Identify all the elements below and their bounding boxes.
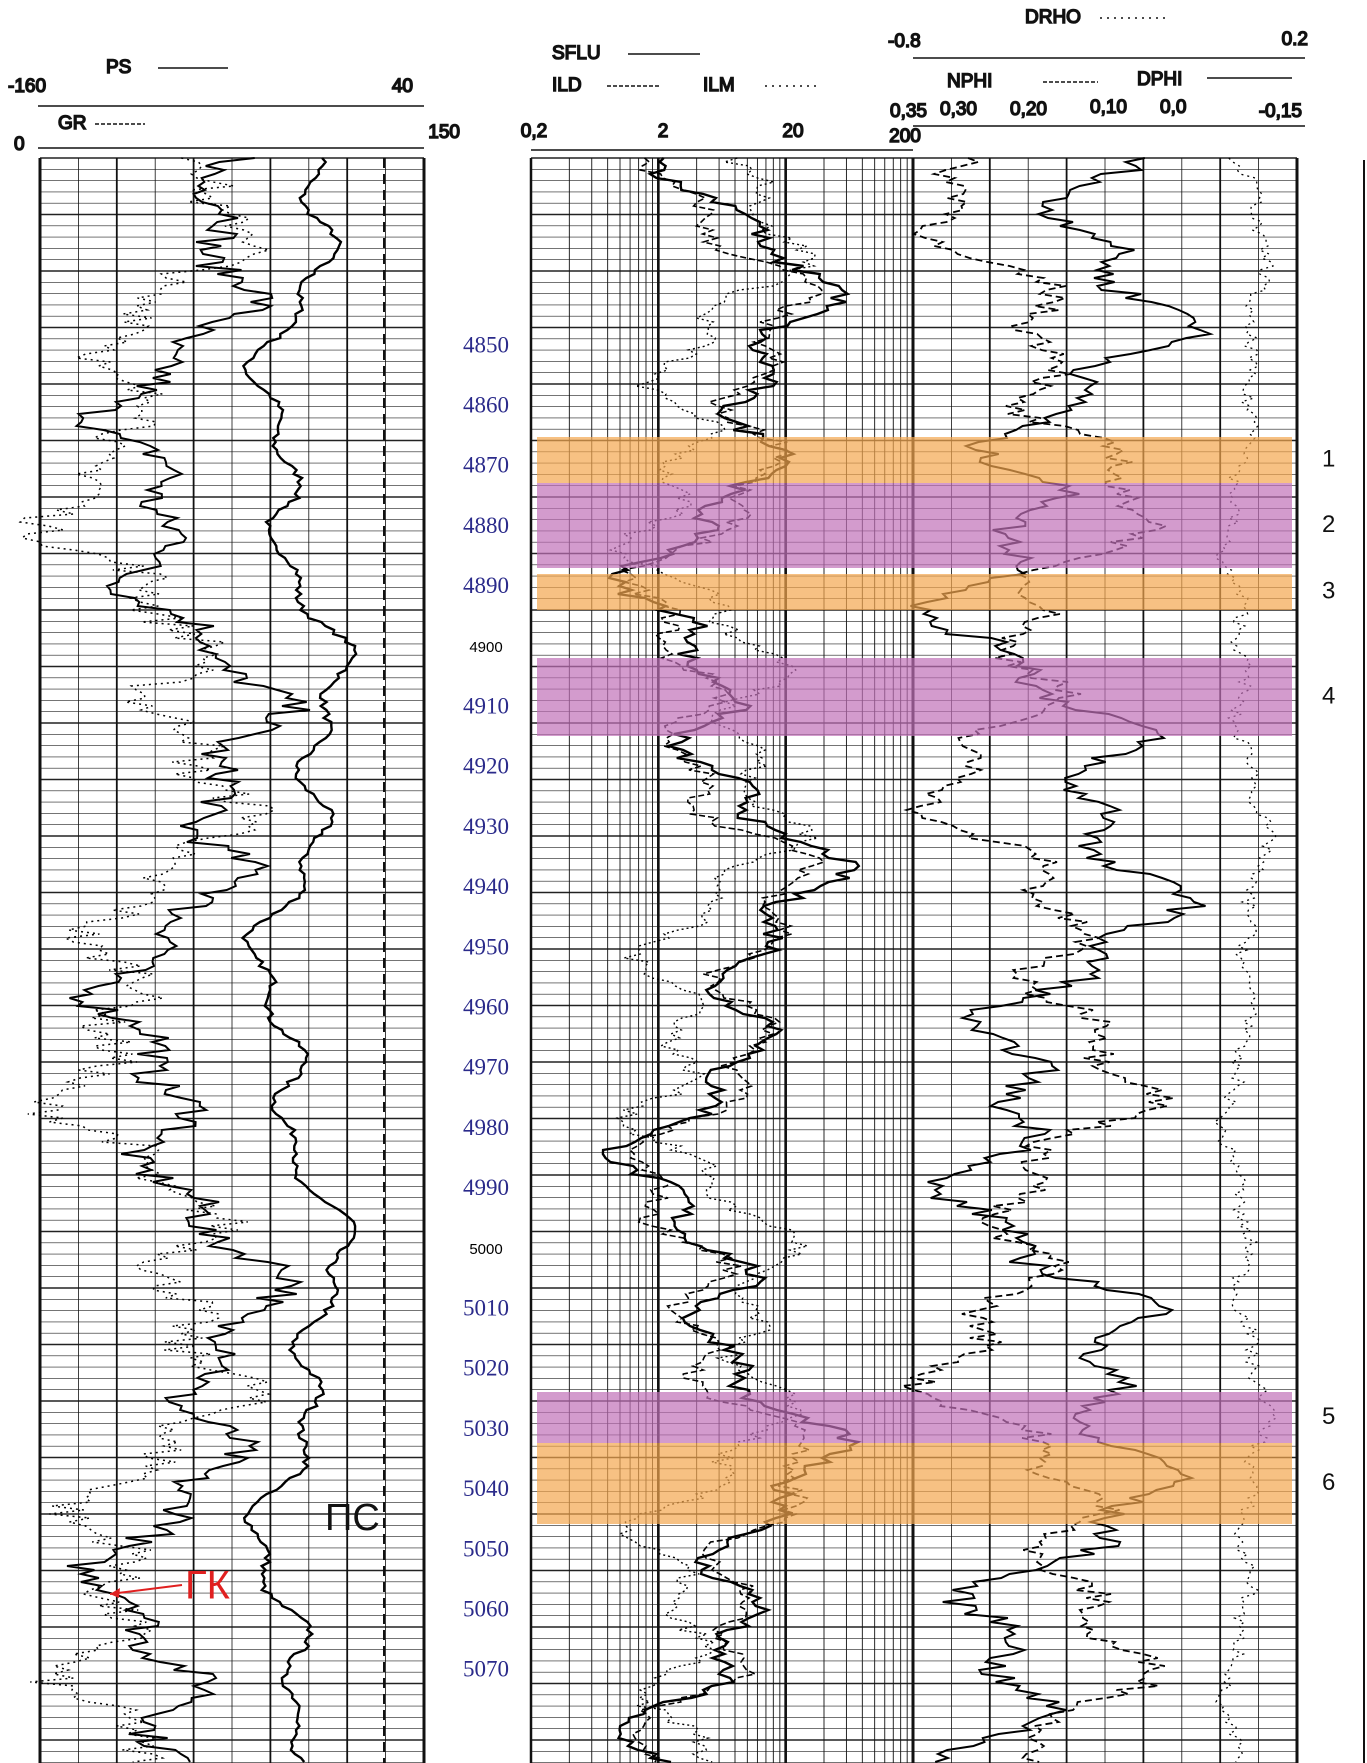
zone-label: 2 <box>1322 511 1335 538</box>
zone <box>537 437 1292 483</box>
depth-label: 4960 <box>463 994 509 1019</box>
sp-annotation: ПС <box>325 1497 380 1539</box>
depth-labels: 4850 4860 4870 4880 4890 4900 4910 4920 4930 4940… <box>463 332 509 1681</box>
depth-label: 4930 <box>463 814 509 839</box>
depth-label: 4940 <box>463 874 509 899</box>
depth-label: 4890 <box>463 573 509 598</box>
zone-label: 5 <box>1322 1403 1335 1430</box>
gr-annotation: ГК <box>185 1564 231 1608</box>
scale-label: 200 <box>889 126 921 147</box>
depth-label: 4950 <box>463 934 509 959</box>
log-curve <box>608 157 818 1763</box>
header: PS -160 40 GR 0 150 SFLU ILD ILM 0,2 2 2… <box>7 6 1309 156</box>
scale-label: 0,0 <box>1160 97 1186 118</box>
zone-label: 1 <box>1322 445 1335 472</box>
scale-label: 0,10 <box>1090 97 1127 118</box>
arrow <box>109 1584 183 1595</box>
arrowhead <box>110 1588 120 1598</box>
log-curve <box>66 157 311 1763</box>
log-curve <box>240 157 358 1763</box>
curve-name: GR <box>58 113 87 134</box>
depth-label: 5000 <box>469 1241 502 1258</box>
scale-label: 0,20 <box>1010 99 1047 120</box>
zone <box>537 574 1292 610</box>
curve-name: ILM <box>703 75 735 96</box>
curve-name: ILD <box>552 75 582 96</box>
depth-label: 5010 <box>463 1295 509 1320</box>
depth-label: 4850 <box>463 332 509 357</box>
scale-label: 20 <box>782 121 803 142</box>
scale-max: 150 <box>428 122 460 143</box>
depth-label: 4980 <box>463 1115 509 1140</box>
scale-label: -0,15 <box>1259 101 1302 122</box>
depth-label: 4860 <box>463 392 509 417</box>
depth-label: 5030 <box>463 1416 509 1441</box>
scale-min: -160 <box>8 76 46 97</box>
zone <box>537 1392 1292 1443</box>
scale-label: 0,35 <box>890 101 927 122</box>
depth-label: 5040 <box>463 1476 509 1501</box>
depth-label: 4970 <box>463 1055 509 1080</box>
depth-label: 5050 <box>463 1536 509 1561</box>
scale-label: 0,2 <box>521 121 547 142</box>
scale-label: 2 <box>658 121 669 142</box>
depth-label: 5020 <box>463 1356 509 1381</box>
depth-label: 5070 <box>463 1657 509 1682</box>
scale-max: 40 <box>392 76 413 97</box>
scale-max: 0.2 <box>1282 29 1308 50</box>
log-curve <box>18 157 276 1763</box>
depth-label: 4900 <box>469 639 502 656</box>
scale-min: -0.8 <box>888 31 921 52</box>
curve-name: DPHI <box>1137 69 1182 90</box>
curve-name: SFLU <box>552 43 601 64</box>
depth-label: 4990 <box>463 1175 509 1200</box>
curve-name: NPHI <box>947 71 992 92</box>
curve-name: DRHO <box>1025 7 1081 28</box>
zones: 1 2 3 4 5 6 <box>537 437 1335 1524</box>
curve-name: PS <box>106 57 131 78</box>
zone-label: 3 <box>1322 577 1335 604</box>
zone <box>537 483 1292 568</box>
depth-label: 4910 <box>463 693 509 718</box>
depth-label: 4920 <box>463 754 509 779</box>
depth-label: 5060 <box>463 1596 509 1621</box>
depth-label: 4870 <box>463 453 509 478</box>
zone-label: 4 <box>1322 682 1335 709</box>
zone-label: 6 <box>1322 1469 1335 1496</box>
zone <box>537 1443 1292 1524</box>
scale-label: 0,30 <box>940 99 977 120</box>
scale-min: 0 <box>14 134 25 155</box>
zone <box>537 658 1292 736</box>
depth-label: 4880 <box>463 513 509 538</box>
